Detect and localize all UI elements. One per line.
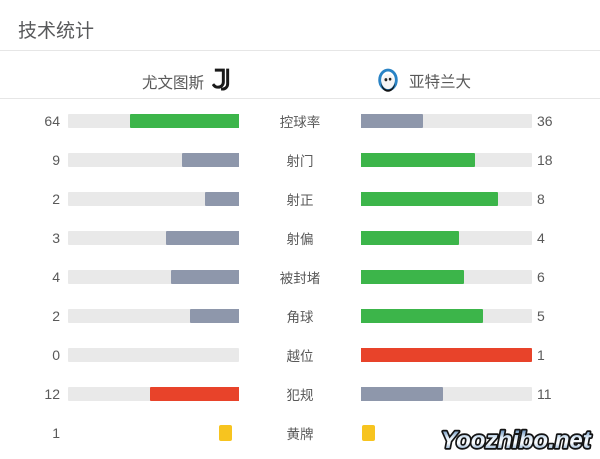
svg-text:Yoozhibo.net: Yoozhibo.net xyxy=(441,427,592,454)
